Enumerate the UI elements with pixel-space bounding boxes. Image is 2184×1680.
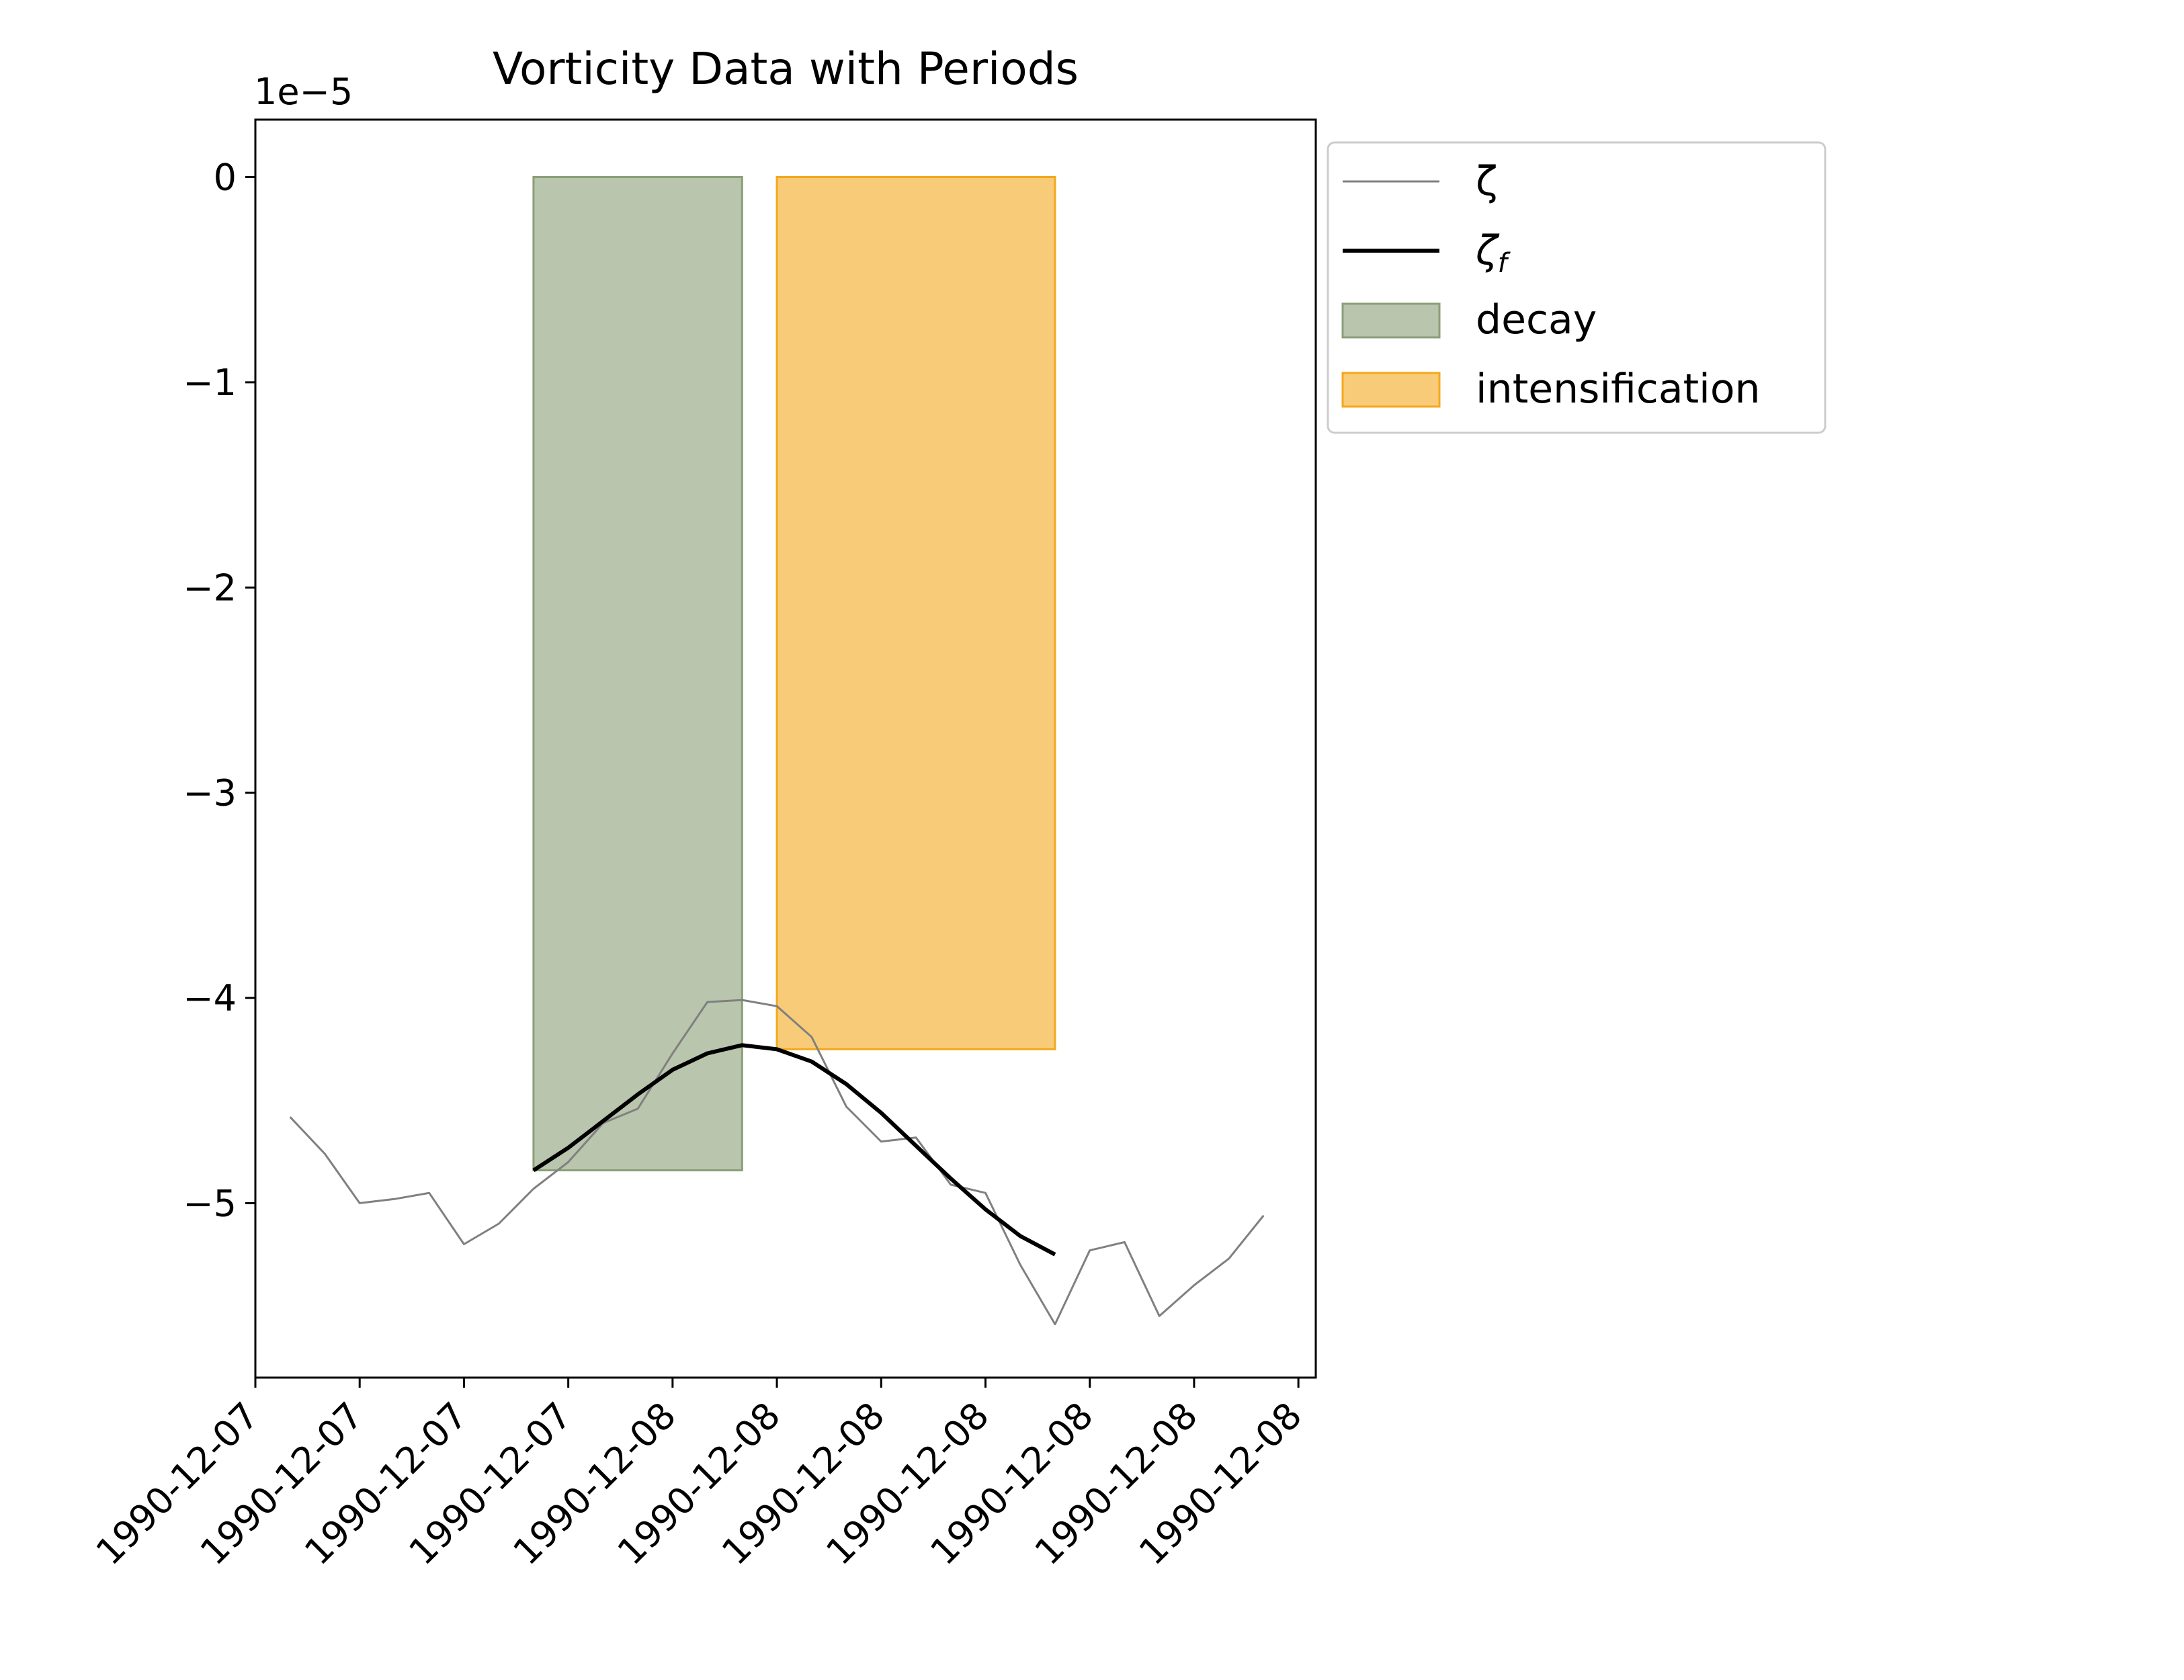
legend-patch-intensification bbox=[1341, 372, 1441, 408]
series-line-zeta bbox=[289, 999, 1265, 1326]
legend-patch-decay bbox=[1341, 302, 1441, 339]
y-axis-offset-label: 1e−5 bbox=[254, 71, 353, 113]
y-tick-label: −1 bbox=[183, 362, 237, 404]
y-tick-label: −2 bbox=[183, 566, 237, 609]
axes-frame bbox=[254, 118, 1317, 1379]
plot-area bbox=[289, 176, 1265, 1326]
y-tick-label: 0 bbox=[214, 157, 237, 199]
chart-title: Vorticity Data with Periods bbox=[493, 43, 1079, 95]
period-span-intensification bbox=[775, 176, 1056, 1050]
legend-box bbox=[1327, 141, 1826, 434]
y-tick-label: −3 bbox=[183, 772, 237, 814]
y-tick-label: −5 bbox=[183, 1182, 237, 1224]
series-line-zeta-f bbox=[532, 1043, 1056, 1257]
y-tick-label: −4 bbox=[183, 977, 237, 1019]
legend-label: intensification bbox=[1476, 366, 1761, 413]
legend-label: ζ bbox=[1476, 158, 1498, 205]
legend-label: decay bbox=[1476, 296, 1597, 343]
period-span-decay bbox=[532, 176, 743, 1172]
